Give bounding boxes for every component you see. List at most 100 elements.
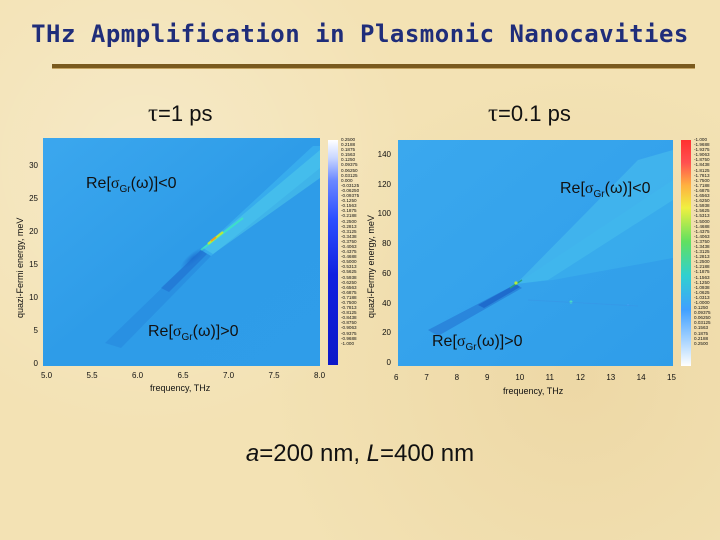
colorbar-tick-label: 0.2500 [341,137,356,142]
tau-value: =1 ps [158,101,213,126]
colorbar-tick-label: -0.1250 [341,198,357,204]
colorbar-tick-label: -0.8750 [341,320,357,326]
y-tick-label: 60 [382,268,391,278]
colorbar-tick-label: 0.1250 [341,157,356,163]
colorbar-tick-label: -0.09375 [341,193,360,199]
colorbar-tick-label: 0.2188 [694,335,709,341]
colorbar-tick-label: 0.1250 [694,305,709,311]
colorbar-tick-label: -1.4688 [694,223,710,229]
colorbar-tick-label: -1.9688 [694,142,710,148]
annot-suffix: (ω)]>0 [476,333,523,350]
y-tick-label: 20 [29,227,38,236]
slide-title: THz Apmplification in Plasmonic Nanocavi… [31,20,689,48]
colorbar-tick-label: -0.6250 [341,279,357,285]
left-plot-field [43,138,320,366]
tau-symbol: τ [148,100,159,127]
x-tick-label: 10 [515,373,525,382]
colorbar-tick-label: -1.6875 [694,187,710,193]
y-tick-label: 80 [382,239,391,249]
y-tick-label: 100 [377,209,391,219]
colorbar-tick-label: -1.2813 [694,254,710,260]
x-tick-label: 6.5 [177,371,189,380]
colorbar-tick-label: -0.2188 [341,213,357,219]
colorbar-tick-label: -1.7188 [694,182,710,188]
l-symbol: L [366,440,381,467]
y-tick-label: 140 [377,150,391,159]
x-tick-label: 13 [606,373,616,382]
sigma-symbol: σ [584,180,594,197]
y-tick-label: 0 [386,358,391,367]
colorbar-tick-label: -0.8125 [341,310,357,316]
tau-value: =0.1 ps [498,101,571,126]
tau-symbol: τ [488,100,499,127]
colorbar-tick-label: -1.0000 [694,300,710,305]
colorbar-tick-label: -0.8438 [341,315,357,321]
x-tick-label: 7.5 [268,371,280,380]
left-colorbar-labels: 0.2500 0.2188 0.1875 0.1563 0.1250 0.09375 0.0… [341,137,359,346]
title-underline [52,64,695,69]
colorbar-tick-label: -1.0313 [694,294,710,300]
right-colorbar [681,140,691,366]
colorbar-tick-label: -1.9375 [694,147,710,153]
colorbar-tick-label: -1.000 [694,137,708,142]
colorbar-tick-label: -0.2500 [341,218,357,224]
annot-suffix: (ω)]>0 [192,323,239,340]
y-tick-label: 30 [29,161,38,170]
colorbar-tick-label: -0.5938 [341,274,357,280]
colorbar-tick-label: -1.9063 [694,152,710,158]
colorbar-tick-label: 0.1875 [341,147,356,153]
colorbar-tick-label: -1.3125 [694,249,710,255]
colorbar-tick-label: -1.5000 [694,218,710,224]
a-symbol: a [245,440,260,467]
right-tau-label: τ=0.1 ps [488,100,571,128]
x-tick-label: 11 [545,373,554,382]
annot-prefix: Re[ [560,180,585,197]
colorbar-tick-label: 0.03125 [341,172,358,178]
colorbar-tick-label: 0.03125 [694,320,711,326]
y-tick-label: 25 [29,194,38,203]
colorbar-tick-label: -0.7188 [341,294,357,300]
annot-subscript: Gr [181,332,193,344]
colorbar-tick-label: -0.4375 [341,249,357,255]
annot-prefix: Re[ [148,323,173,340]
left-colorbar [328,140,338,365]
sigma-symbol: σ [110,175,120,192]
sigma-symbol: σ [456,333,466,350]
x-tick-label: 5.0 [41,371,53,380]
colorbar-tick-label: 0.000 [341,177,353,183]
colorbar-tick-label: -0.03125 [341,182,360,188]
colorbar-tick-label: -1.6563 [694,193,710,199]
colorbar-tick-label: 0.06250 [694,315,711,321]
colorbar-tick-label: -0.3750 [341,238,357,244]
colorbar-tick-label: -0.7500 [341,300,357,305]
colorbar-tick-label: -1.2500 [694,259,710,265]
colorbar-tick-label: -1.5313 [694,213,710,219]
x-tick-label: 12 [576,373,585,382]
colorbar-tick-label: -1.7500 [694,177,710,183]
annot-subscript: Gr [119,184,131,196]
left-annotation-negative: Re[σGr(ω)]<0 [86,175,176,195]
colorbar-tick-label: -0.5625 [341,269,357,275]
left-y-axis-label: quazi-Fermi energy, meV [15,217,25,318]
colorbar-tick-label: -1.0625 [694,289,710,295]
colorbar-tick-label: -1.1875 [694,269,710,275]
y-tick-label: 0 [33,359,38,368]
left-x-axis-label: frequency, THz [150,383,211,393]
y-tick-label: 120 [377,179,391,189]
colorbar-tick-label: -1.5625 [694,208,710,214]
l-value: =400 nm [380,440,475,467]
colorbar-tick-label: -1.5938 [694,203,710,209]
y-tick-label: 20 [382,328,391,338]
annot-suffix: (ω)]<0 [604,180,651,197]
colorbar-tick-label: 0.09375 [341,162,358,168]
colorbar-tick-label: -0.9688 [341,335,357,341]
colorbar-tick-label: 0.06250 [341,167,358,173]
x-tick-label: 7.0 [223,371,235,380]
right-annotation-negative: Re[σGr(ω)]<0 [560,180,650,200]
colorbar-tick-label: -1.3750 [694,238,710,244]
x-tick-label: 15 [667,373,676,382]
colorbar-tick-label: 0.1563 [694,325,709,331]
right-x-axis-label: frequency, THz [503,386,564,396]
annot-subscript: Gr [593,189,605,201]
colorbar-tick-label: -0.4688 [341,254,357,260]
